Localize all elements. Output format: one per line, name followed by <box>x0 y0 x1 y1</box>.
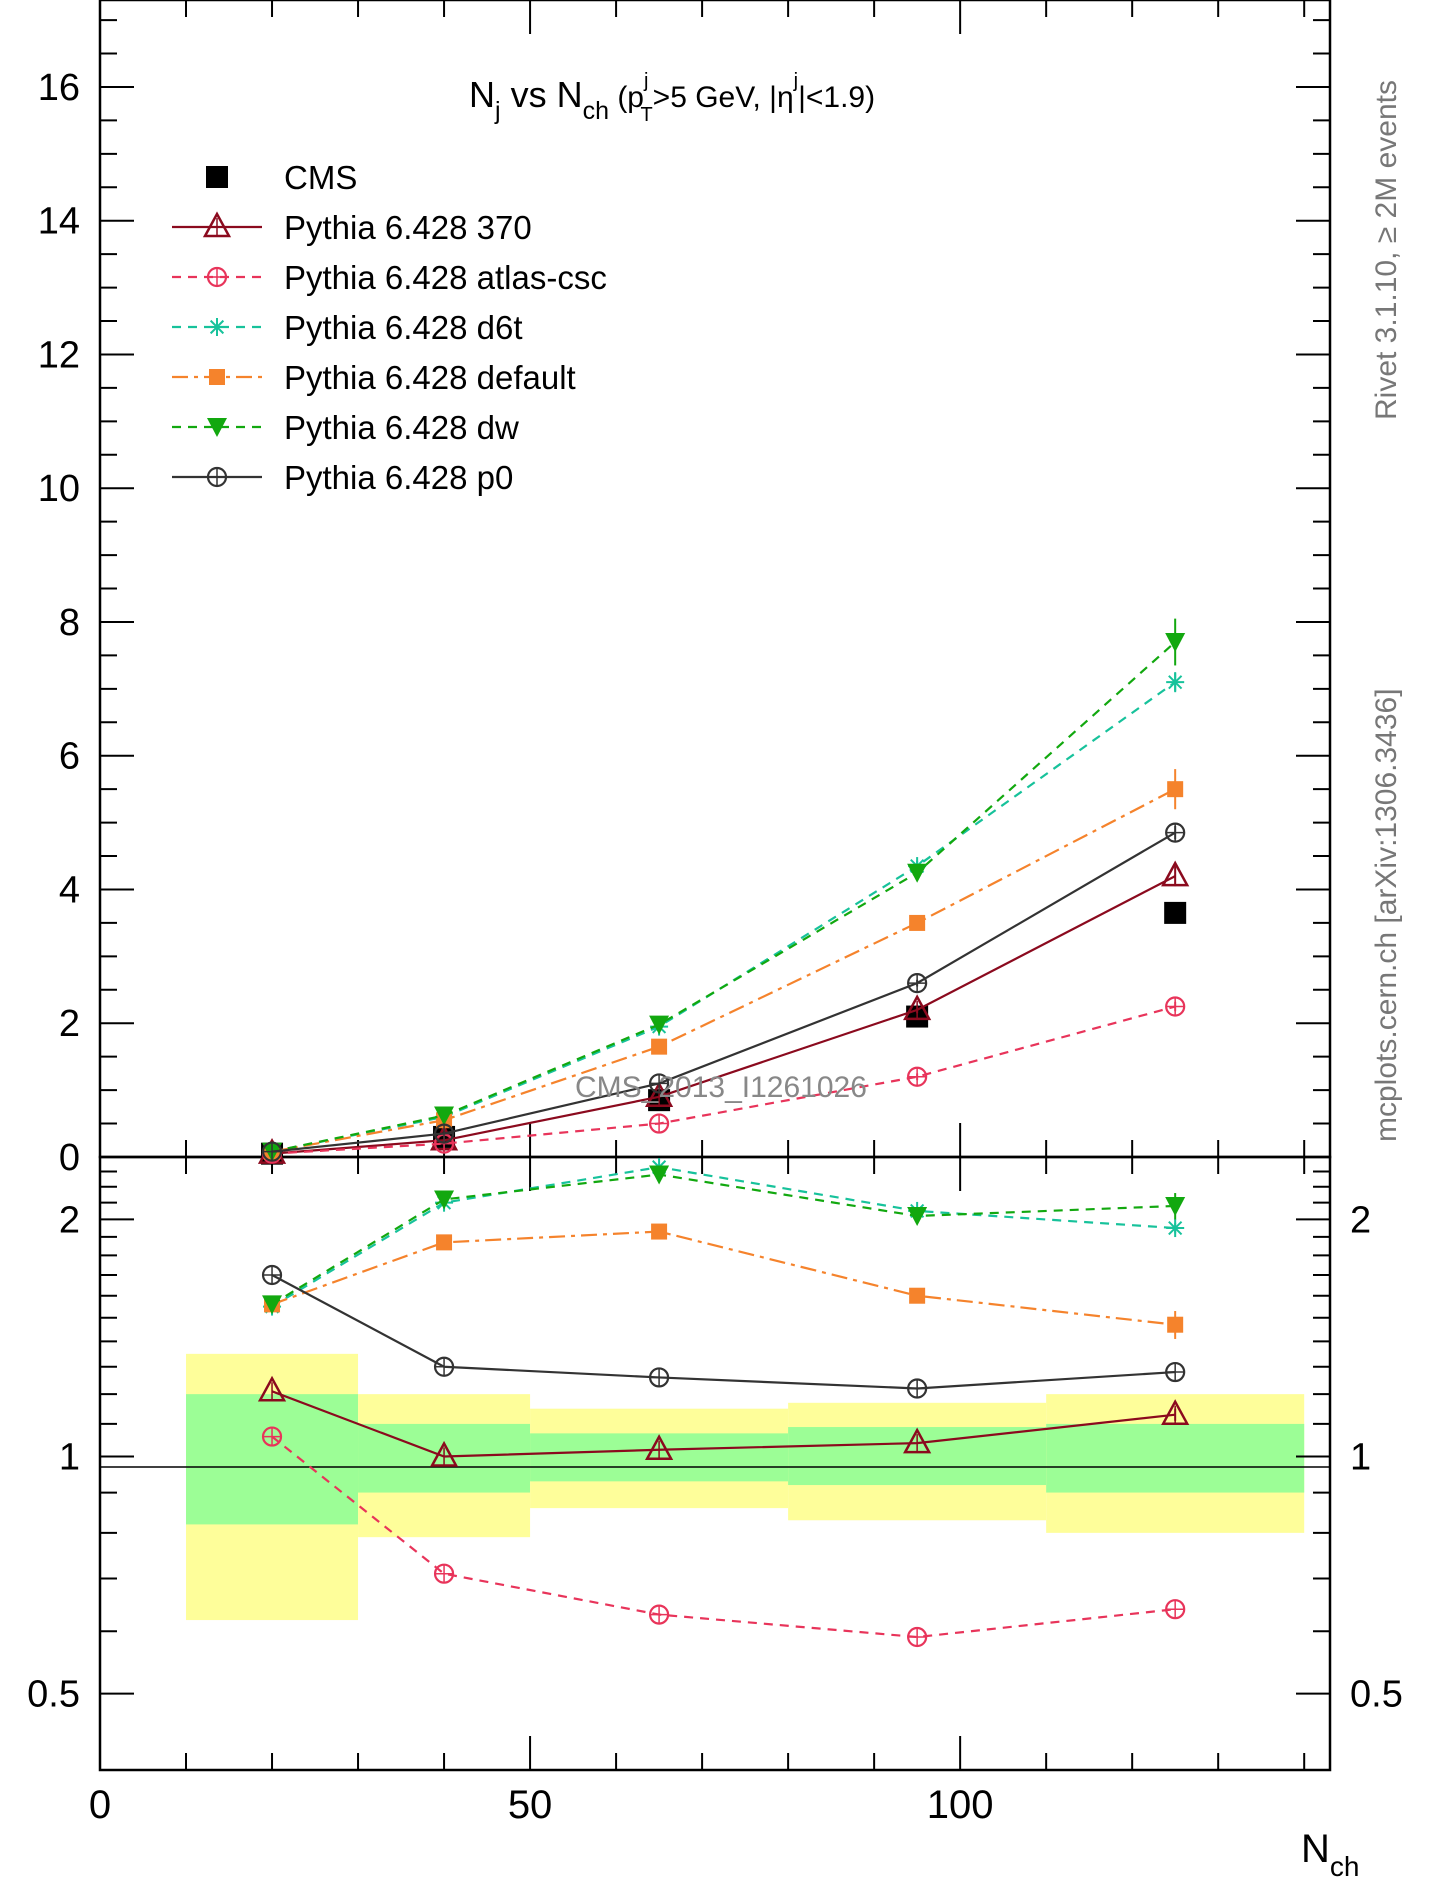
ratio-ytick-label-left: 1 <box>59 1437 80 1479</box>
x-axis-label: Nch <box>1301 1827 1359 1882</box>
title-vs: vs N <box>501 74 583 115</box>
title-cut2-sup: j <box>793 70 798 92</box>
ratio-series-p370 <box>257 1375 1190 1467</box>
legend-item-atlascsc: Pythia 6.428 atlas-csc <box>172 259 607 296</box>
legend-item-dw: Pythia 6.428 dw <box>172 409 519 446</box>
main-ytick-label: 12 <box>38 334 80 376</box>
ratio-line-dw <box>271 1173 1176 1306</box>
ratio-point-dw <box>649 1165 670 1185</box>
title-nj-sub: j <box>494 97 501 125</box>
ratio-line-d6t <box>271 1166 1176 1308</box>
main-point-d6t-arm <box>1168 675 1183 690</box>
ratio-axis-ticks: 0.5 0.5 1 1 2 2 <box>27 1170 1403 1716</box>
main-ytick-label: 10 <box>38 468 80 510</box>
ratio-point-default <box>1167 1316 1184 1333</box>
main-point-default <box>909 914 926 931</box>
x-tick-label: 100 <box>927 1783 994 1827</box>
main-point-default <box>651 1038 668 1055</box>
legend-item-d6t: Pythia 6.428 d6t <box>172 309 523 346</box>
ratio-ytick-label-left: 2 <box>59 1199 80 1241</box>
ratio-series-p0 <box>261 1264 1186 1399</box>
main-ytick-label: 2 <box>59 1003 80 1045</box>
x-axis-label-sub: ch <box>1330 1851 1360 1882</box>
legend-marker-default <box>209 369 225 385</box>
legend-item-CMS: CMS <box>206 159 357 196</box>
ratio-point-default <box>909 1287 926 1304</box>
ratio-series-d6t <box>263 1158 1185 1316</box>
legend-marker-d6t-arm <box>209 319 225 335</box>
x-axis-ticks: 0 50 100 <box>89 0 1306 1827</box>
main-ytick-label: 0 <box>59 1137 80 1179</box>
ratio-series-group <box>257 1158 1190 1648</box>
ratio-ytick-label-left: 0.5 <box>27 1674 80 1716</box>
band-inner-0 <box>186 1394 359 1525</box>
x-axis-label-main: N <box>1301 1827 1330 1871</box>
mcplots-ref-label: mcplots.cern.ch [arXiv:1306.3436] <box>1370 688 1403 1142</box>
main-ytick-label: 16 <box>38 67 80 109</box>
main-ytick-label: 14 <box>38 201 80 243</box>
legend-label-dw: Pythia 6.428 dw <box>284 409 519 446</box>
title-cut1: (p <box>609 81 644 114</box>
ratio-ytick-label-right: 0.5 <box>1350 1674 1403 1716</box>
ratio-point-dw <box>907 1206 928 1226</box>
ratio-ytick-label-right: 1 <box>1350 1437 1371 1479</box>
main-ytick-label: 4 <box>59 869 80 911</box>
main-series-p370 <box>257 860 1190 1164</box>
main-point-default <box>1167 781 1184 798</box>
ratio-series-default <box>264 1223 1184 1339</box>
ratio-ytick-label-right: 2 <box>1350 1199 1371 1241</box>
rivet-version-label: Rivet 3.1.10, ≥ 2M events <box>1370 80 1403 420</box>
main-line-dw <box>271 641 1176 1153</box>
main-series-group <box>257 618 1190 1165</box>
ratio-point-dw <box>434 1190 455 1210</box>
ratio-panel-frame <box>98 1155 1332 1772</box>
main-point-dw <box>1165 633 1186 653</box>
main-ytick-label: 6 <box>59 736 80 778</box>
legend-label-d6t: Pythia 6.428 d6t <box>284 309 523 346</box>
main-series-p0 <box>261 822 1186 1162</box>
x-tick-label: 50 <box>508 1783 553 1827</box>
title-nj: N <box>469 74 495 115</box>
title-nch-sub: ch <box>583 97 609 125</box>
ratio-point-default <box>436 1234 453 1251</box>
legend-item-p370: Pythia 6.428 370 <box>172 209 532 246</box>
legend-item-default: Pythia 6.428 default <box>172 359 576 396</box>
ratio-point-dw <box>262 1295 283 1315</box>
main-ytick-label: 8 <box>59 602 80 644</box>
cms-uncertainty-bands <box>186 1353 1305 1621</box>
legend-label-CMS: CMS <box>284 159 357 196</box>
main-point-dw <box>434 1106 455 1126</box>
legend-marker-CMS <box>206 166 228 188</box>
plot-title: Nj vs Nch (pj T>5 GeV, |ηj|<1.9) <box>469 70 875 126</box>
analysis-watermark: CMS_2013_I1261026 <box>575 1071 867 1104</box>
legend-label-p0: Pythia 6.428 p0 <box>284 459 513 496</box>
title-cut1-sub: T <box>640 104 652 126</box>
band-inner-4 <box>1046 1423 1305 1493</box>
legend-item-p0: Pythia 6.428 p0 <box>172 459 513 496</box>
title-cut1-sup: j <box>643 70 648 92</box>
ratio-point-dw <box>1165 1196 1186 1216</box>
legend-label-p370: Pythia 6.428 370 <box>284 209 532 246</box>
title-cut2: >5 GeV, |η <box>653 81 794 114</box>
x-tick-label: 0 <box>89 1783 111 1827</box>
main-point-dw <box>649 1015 670 1035</box>
title-cut3: |<1.9) <box>798 81 875 114</box>
ratio-line-p0 <box>271 1274 1176 1390</box>
ratio-series-dw <box>262 1165 1186 1315</box>
ratio-point-d6t-arm <box>1168 1220 1183 1236</box>
main-axis-ticks: 0 2 4 6 8 10 12 14 16 <box>38 19 1330 1179</box>
main-point-dw <box>907 863 928 883</box>
legend: CMS Pythia 6.428 370 Pythia 6.428 atlas-cs… <box>172 159 607 496</box>
ratio-point-default <box>651 1223 668 1240</box>
legend-label-default: Pythia 6.428 default <box>284 359 576 396</box>
ratio-series-atlascsc <box>261 1426 1186 1648</box>
ratio-line-default <box>271 1230 1176 1326</box>
legend-marker-dw <box>207 418 227 437</box>
main-point-CMS <box>1164 901 1187 924</box>
legend-label-atlascsc: Pythia 6.428 atlas-csc <box>284 259 607 296</box>
